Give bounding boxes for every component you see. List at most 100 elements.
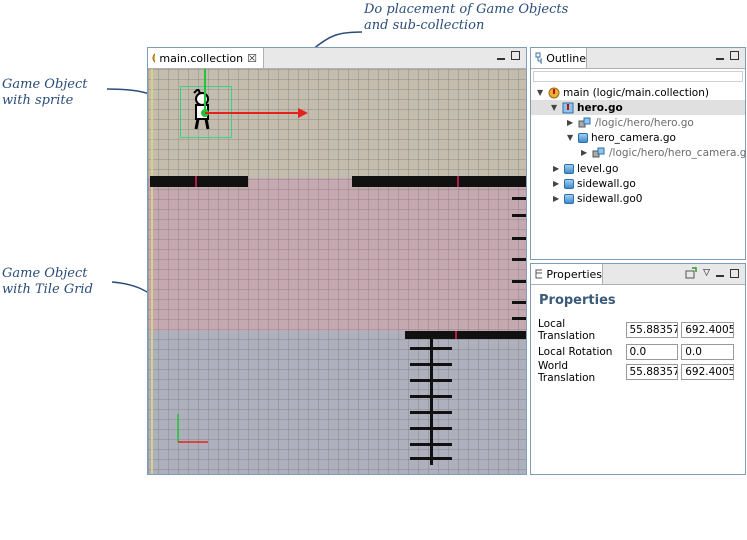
tile-grid-ground-region xyxy=(148,331,526,474)
properties-icon xyxy=(535,269,543,279)
y-axis-guide xyxy=(151,69,153,474)
outline-item-level[interactable]: ▶ level.go xyxy=(553,161,618,176)
wall-rung xyxy=(512,214,526,217)
wall-rung xyxy=(512,258,526,261)
world-translation-x-field[interactable]: 55.88357 xyxy=(625,364,679,380)
ladder-rung xyxy=(410,427,452,430)
wall-rung xyxy=(512,317,526,320)
annotation-tilegrid-line1: Game Object xyxy=(2,266,88,281)
outline-item-main[interactable]: ▼ main (logic/main.collection) xyxy=(537,85,709,100)
wall-rung xyxy=(512,237,526,240)
editor-window-controls xyxy=(497,51,520,60)
expand-arrow-icon[interactable]: ▼ xyxy=(551,103,558,112)
annotation-sprite-line1: Game Object xyxy=(2,77,88,92)
tab-outline[interactable]: Outline xyxy=(531,48,587,68)
expand-arrow-icon[interactable]: ▶ xyxy=(567,118,574,127)
editor-tabbar: main.collection ☒ xyxy=(148,48,526,69)
minimize-icon[interactable] xyxy=(716,57,724,60)
platform-left xyxy=(150,176,248,187)
local-rotation-y-field[interactable]: 0.0 xyxy=(681,344,734,360)
game-object-warning-icon xyxy=(562,102,574,113)
annotation-top-line2: and sub-collection xyxy=(364,18,485,33)
property-local-rotation: Local Rotation 0.0 0.0 xyxy=(538,343,737,361)
collection-warning-icon xyxy=(548,87,560,98)
outline-item-label: level.go xyxy=(577,162,619,175)
ladder-rung xyxy=(410,457,452,460)
outline-item-label: main (logic/main.collection) xyxy=(563,86,709,99)
ladder-rung xyxy=(410,363,452,366)
platform-right-accent xyxy=(457,176,459,187)
platform-left-accent xyxy=(195,176,197,187)
minimize-icon[interactable] xyxy=(716,275,724,277)
outline-item-label: hero_camera.go xyxy=(591,131,676,144)
tab-properties-label: Properties xyxy=(546,267,602,281)
properties-panel: Properties ▽ Properties Local Translatio… xyxy=(530,263,746,475)
outline-window-controls xyxy=(716,51,739,60)
tile-grid-wall-region xyxy=(148,178,526,331)
wall-rung xyxy=(512,280,526,283)
property-label: Local Rotation xyxy=(538,346,613,358)
scene-canvas[interactable] xyxy=(148,69,526,474)
scene-grid xyxy=(148,69,526,474)
expand-arrow-icon[interactable]: ▶ xyxy=(581,148,588,157)
wall-rung xyxy=(512,301,526,304)
local-translation-x-field[interactable]: 55.88357 xyxy=(625,322,679,338)
view-menu-icon[interactable]: ▽ xyxy=(703,268,710,278)
outline-item-label: hero.go xyxy=(577,101,623,114)
outline-filter-bar xyxy=(533,71,743,82)
pin-icon[interactable] xyxy=(685,267,697,279)
ladder-rung xyxy=(410,443,452,446)
move-gizmo[interactable] xyxy=(198,69,310,129)
expand-arrow-icon[interactable]: ▼ xyxy=(567,133,574,142)
outline-item-sidewall0[interactable]: ▶ sidewall.go0 xyxy=(553,191,642,206)
outline-item-label: sidewall.go0 xyxy=(577,192,643,205)
expand-arrow-icon[interactable]: ▶ xyxy=(553,164,560,173)
local-translation-y-field[interactable]: 692.4005 xyxy=(681,322,734,338)
wall-rung xyxy=(512,197,526,200)
outline-item-sidewall[interactable]: ▶ sidewall.go xyxy=(553,176,636,191)
properties-tabbar: Properties ▽ xyxy=(531,264,745,285)
sky-region xyxy=(148,69,526,178)
tab-main-collection[interactable]: main.collection ☒ xyxy=(148,48,264,68)
ledge-lower-accent xyxy=(455,331,457,339)
annotation-tilegrid-line2: with Tile Grid xyxy=(2,282,93,297)
ladder-rung xyxy=(410,347,452,350)
ladder-rung xyxy=(410,411,452,414)
property-local-translation: Local Translation 55.88357 692.4005 xyxy=(538,318,737,342)
wall-rung xyxy=(512,181,526,184)
outline-item-hero-camera-link[interactable]: ▶ /logic/hero/hero_camera.go xyxy=(581,145,747,160)
outline-panel: Outline ▼ main (logic/main.collection) ▼… xyxy=(530,47,747,260)
annotation-top: Do placement of Game Objects and sub-col… xyxy=(364,2,568,34)
tab-main-collection-label: main.collection xyxy=(159,51,244,65)
outline-item-hero-camera[interactable]: ▼ hero_camera.go xyxy=(567,130,676,145)
collection-file-icon xyxy=(152,53,156,63)
property-label: World Translation xyxy=(538,360,596,384)
outline-item-label: /logic/hero/hero_camera.go xyxy=(609,146,747,159)
expand-arrow-icon[interactable]: ▶ xyxy=(553,194,560,203)
outline-item-label: sidewall.go xyxy=(577,177,636,190)
world-translation-y-field[interactable]: 692.4005 xyxy=(681,364,734,380)
outline-tabbar: Outline xyxy=(531,48,745,69)
annotation-sprite: Game Object with sprite xyxy=(2,77,88,109)
local-rotation-x-field[interactable]: 0.0 xyxy=(625,344,679,360)
minimize-icon[interactable] xyxy=(497,57,505,60)
outline-item-hero[interactable]: ▼ hero.go xyxy=(531,100,745,115)
outline-item-hero-link[interactable]: ▶ /logic/hero/hero.go xyxy=(567,115,694,130)
maximize-icon[interactable] xyxy=(730,51,739,60)
property-world-translation: World Translation 55.88357 692.4005 xyxy=(538,360,737,384)
tab-properties[interactable]: Properties xyxy=(531,264,603,284)
collection-editor: main.collection ☒ xyxy=(147,47,527,475)
maximize-icon[interactable] xyxy=(511,51,520,60)
maximize-icon[interactable] xyxy=(730,268,739,278)
origin-axes xyxy=(177,414,208,443)
game-object-icon xyxy=(578,132,588,143)
expand-arrow-icon[interactable]: ▶ xyxy=(553,179,560,188)
close-icon[interactable]: ☒ xyxy=(247,51,257,65)
annotation-tilegrid: Game Object with Tile Grid xyxy=(2,266,93,298)
outline-icon xyxy=(535,52,543,64)
game-object-icon xyxy=(564,163,574,174)
game-object-icon xyxy=(564,193,574,204)
properties-window-controls: ▽ xyxy=(685,267,739,279)
expand-arrow-icon[interactable]: ▼ xyxy=(537,88,544,97)
annotation-top-line1: Do placement of Game Objects xyxy=(364,2,569,17)
